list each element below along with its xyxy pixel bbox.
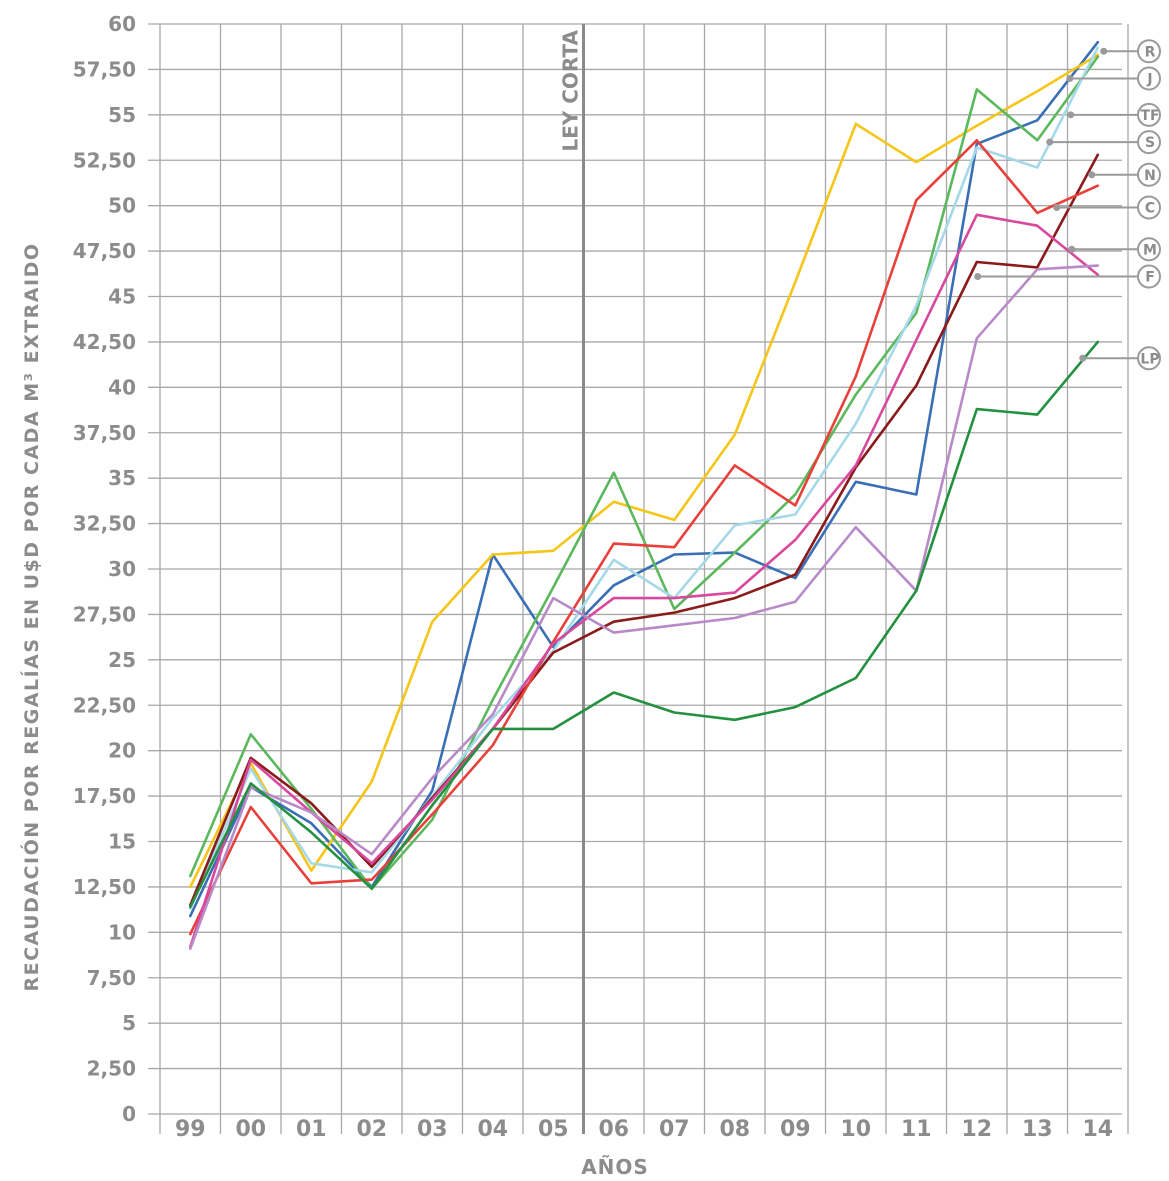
- y-tick-label: 15: [108, 830, 136, 854]
- series-line-j: [189, 53, 1100, 889]
- y-tick-label: 32,50: [73, 512, 136, 536]
- legend-leader-dot: [1053, 203, 1061, 211]
- x-tick-label: 11: [901, 1117, 932, 1142]
- y-tick-label: 0: [122, 1102, 136, 1126]
- y-tick-label: 50: [108, 194, 136, 218]
- legend-label-c: C: [1145, 200, 1155, 216]
- legend-label-tf: TF: [1140, 108, 1159, 124]
- series-line-tf: [189, 55, 1100, 891]
- x-axis-title: AÑOS: [581, 1155, 649, 1179]
- y-tick-label: 37,50: [73, 421, 136, 445]
- legend-leader-dot: [1088, 171, 1096, 179]
- series-line-s: [189, 46, 1100, 911]
- x-tick-label: 08: [719, 1117, 750, 1142]
- grid-lines: [148, 23, 1129, 1134]
- legend-marker-circle: [1137, 162, 1161, 187]
- y-tick-label: 60: [108, 12, 136, 36]
- legend-marker-circle: [1137, 264, 1161, 289]
- legend-label-n: N: [1144, 168, 1156, 184]
- series-line-c: [189, 139, 1100, 936]
- legend-marker-circle: [1137, 237, 1161, 262]
- legend-marker-circle: [1137, 346, 1161, 371]
- legend-label-r: R: [1145, 44, 1156, 60]
- y-tick-label: 7,50: [87, 966, 136, 990]
- legend-leader-dot: [1079, 354, 1087, 362]
- y-tick-label: 35: [108, 466, 136, 490]
- x-tick-label: 01: [296, 1117, 327, 1142]
- legend-label-s: S: [1145, 135, 1155, 151]
- legend-leader-dot: [1046, 138, 1054, 146]
- legend-label-j: J: [1146, 72, 1152, 88]
- y-tick-label: 17,50: [73, 784, 136, 808]
- y-tick-label: 52,50: [73, 148, 136, 172]
- series-line-lp: [189, 340, 1100, 909]
- x-tick-label: 09: [780, 1117, 811, 1142]
- series-lines: [189, 40, 1100, 951]
- y-tick-label: 10: [108, 920, 136, 944]
- y-tick-label: 27,50: [73, 602, 136, 626]
- x-axis-ticks: 99 00 01 02 03 04 05 06 07 08 09 10 11 12 13 14: [175, 1117, 1113, 1142]
- series-line-f: [189, 264, 1100, 951]
- y-tick-label: 20: [108, 739, 136, 763]
- x-tick-label: 10: [840, 1117, 871, 1142]
- x-tick-label: 99: [175, 1117, 206, 1142]
- series-line-m: [189, 213, 1100, 949]
- x-tick-label: 14: [1082, 1117, 1113, 1142]
- y-tick-label: 25: [108, 648, 136, 672]
- y-tick-label: 5: [122, 1011, 136, 1035]
- y-tick-label: 42,50: [73, 330, 136, 354]
- y-tick-label: 55: [108, 103, 136, 127]
- y-tick-label: 57,50: [73, 57, 136, 81]
- y-axis-ticks: 02,5057,501012,501517,502022,502527,5030…: [73, 12, 136, 1126]
- legend-label-f: F: [1145, 270, 1155, 286]
- legend-leader-dot: [1066, 75, 1074, 82]
- x-tick-label: 13: [1022, 1117, 1053, 1142]
- y-tick-label: 22,50: [73, 693, 136, 717]
- legend-marker-circle: [1137, 39, 1161, 64]
- legend-marker-circle: [1137, 195, 1161, 220]
- y-tick-label: 40: [108, 375, 136, 399]
- x-tick-label: 05: [538, 1117, 569, 1142]
- legend-label-lp: LP: [1140, 351, 1159, 367]
- y-tick-label: 45: [108, 285, 136, 309]
- x-tick-label: 02: [356, 1117, 387, 1142]
- legend-marker-circle: [1137, 102, 1161, 127]
- x-tick-label: 07: [659, 1117, 690, 1142]
- y-tick-label: 12,50: [73, 875, 136, 899]
- legend-leader-dot: [974, 273, 982, 281]
- ley-corta-label: LEY CORTA: [559, 29, 583, 151]
- legend-marker-circle: [1137, 66, 1161, 91]
- y-tick-label: 30: [108, 557, 136, 581]
- legend-leader-dot: [1067, 111, 1075, 119]
- legend-markers: RJ TF S NC MF LP: [974, 39, 1161, 371]
- x-tick-label: 04: [477, 1117, 508, 1142]
- series-line-r: [189, 40, 1100, 918]
- y-tick-label: 47,50: [73, 239, 136, 263]
- legend-label-m: M: [1143, 242, 1157, 258]
- x-tick-label: 06: [598, 1117, 629, 1142]
- series-line-n: [189, 153, 1100, 907]
- y-axis-title: RECAUDACIÓN POR REGALÍAS EN U$D POR CADA…: [19, 242, 43, 991]
- x-tick-label: 00: [235, 1117, 266, 1142]
- x-tick-label: 12: [961, 1117, 992, 1142]
- legend-leader-dot: [1100, 47, 1108, 55]
- legend-marker-circle: [1137, 130, 1161, 155]
- annotations: LEY CORTA: [559, 24, 585, 1134]
- x-tick-label: 03: [417, 1117, 448, 1142]
- y-tick-label: 2,50: [87, 1057, 136, 1081]
- legend-leader-dot: [1068, 245, 1076, 253]
